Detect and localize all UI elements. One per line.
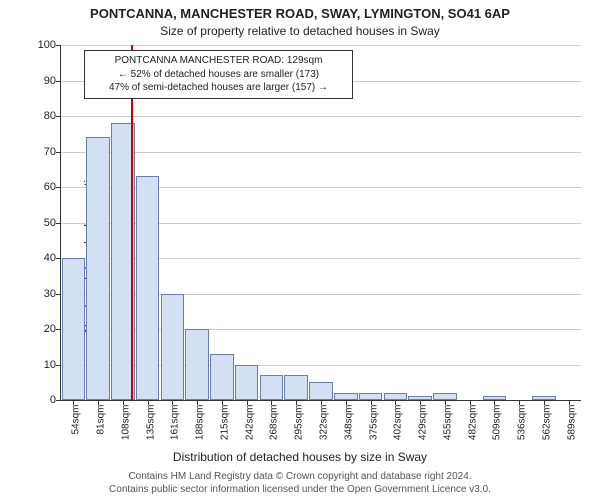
chart-subtitle: Size of property relative to detached ho…	[0, 24, 600, 38]
bar	[384, 393, 408, 400]
gridline	[61, 116, 581, 117]
chart-footer: Contains HM Land Registry data © Crown c…	[10, 470, 590, 496]
ytick-mark	[56, 45, 61, 46]
ytick-mark	[56, 223, 61, 224]
bar	[334, 393, 358, 400]
ytick-label: 20	[31, 323, 56, 335]
ytick-label: 100	[31, 39, 56, 51]
plot-area: 010203040506070809010054sqm81sqm108sqm13…	[60, 45, 581, 401]
ytick-label: 90	[31, 75, 56, 87]
bar	[309, 382, 333, 400]
ytick-label: 30	[31, 288, 56, 300]
bar	[235, 365, 259, 401]
ytick-label: 60	[31, 181, 56, 193]
ytick-mark	[56, 116, 61, 117]
ytick-mark	[56, 258, 61, 259]
xtick-label: 536sqm	[517, 405, 528, 455]
bar	[210, 354, 234, 400]
xtick-label: 242sqm	[244, 405, 255, 455]
ytick-label: 0	[31, 394, 56, 406]
ytick-label: 10	[31, 359, 56, 371]
chart-container: PONTCANNA, MANCHESTER ROAD, SWAY, LYMING…	[0, 0, 600, 500]
ytick-label: 70	[31, 146, 56, 158]
xtick-label: 135sqm	[145, 405, 156, 455]
xtick-label: 429sqm	[418, 405, 429, 455]
gridline	[61, 152, 581, 153]
annotation-line-3: 47% of semi-detached houses are larger (…	[109, 82, 328, 93]
xtick-label: 375sqm	[368, 405, 379, 455]
ytick-label: 40	[31, 252, 56, 264]
ytick-mark	[56, 365, 61, 366]
xtick-label: 268sqm	[269, 405, 280, 455]
xtick-label: 509sqm	[492, 405, 503, 455]
xtick-label: 81sqm	[96, 405, 107, 455]
xtick-label: 295sqm	[294, 405, 305, 455]
xtick-label: 482sqm	[467, 405, 478, 455]
xtick-label: 188sqm	[195, 405, 206, 455]
xtick-label: 161sqm	[170, 405, 181, 455]
gridline	[61, 45, 581, 46]
bar	[284, 375, 308, 400]
ytick-label: 50	[31, 217, 56, 229]
xtick-label: 215sqm	[219, 405, 230, 455]
bar	[136, 176, 160, 400]
bar	[161, 294, 185, 401]
bar	[62, 258, 86, 400]
ytick-mark	[56, 294, 61, 295]
xtick-label: 589sqm	[566, 405, 577, 455]
bar	[185, 329, 209, 400]
footer-line-2: Contains public sector information licen…	[109, 484, 491, 495]
bar	[260, 375, 284, 400]
bar	[359, 393, 383, 400]
ytick-mark	[56, 329, 61, 330]
xtick-label: 562sqm	[541, 405, 552, 455]
ytick-mark	[56, 152, 61, 153]
ytick-mark	[56, 187, 61, 188]
annotation-line-2: ← 52% of detached houses are smaller (17…	[118, 69, 319, 80]
xtick-label: 348sqm	[343, 405, 354, 455]
xtick-label: 322sqm	[319, 405, 330, 455]
chart-title: PONTCANNA, MANCHESTER ROAD, SWAY, LYMING…	[0, 6, 600, 21]
footer-line-1: Contains HM Land Registry data © Crown c…	[128, 471, 471, 482]
bar	[433, 393, 457, 400]
x-axis-label: Distribution of detached houses by size …	[0, 450, 600, 464]
xtick-label: 402sqm	[393, 405, 404, 455]
annotation-line-1: PONTCANNA MANCHESTER ROAD: 129sqm	[115, 55, 323, 66]
bar	[86, 137, 110, 400]
xtick-label: 455sqm	[442, 405, 453, 455]
ytick-mark	[56, 400, 61, 401]
ytick-mark	[56, 81, 61, 82]
annotation-box: PONTCANNA MANCHESTER ROAD: 129sqm ← 52% o…	[84, 50, 353, 99]
ytick-label: 80	[31, 110, 56, 122]
xtick-label: 108sqm	[120, 405, 131, 455]
xtick-label: 54sqm	[71, 405, 82, 455]
